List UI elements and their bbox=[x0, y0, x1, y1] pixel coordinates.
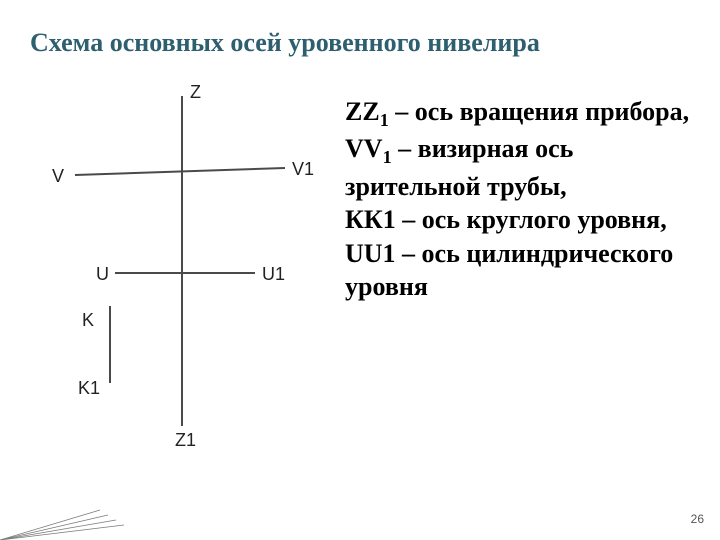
label-v1: V1 bbox=[292, 159, 314, 180]
desc-zz-sub: 1 bbox=[380, 110, 389, 130]
page-title: Схема основных осей уровенного нивелира bbox=[30, 28, 540, 58]
label-z1: Z1 bbox=[175, 430, 196, 451]
desc-zz-rest: – ось вращения прибора, bbox=[389, 97, 689, 126]
label-v: V bbox=[52, 166, 64, 187]
label-u: U bbox=[96, 264, 109, 285]
axes-diagram: Z Z1 V V1 U U1 K K1 bbox=[30, 78, 330, 458]
desc-vv-sym: VV bbox=[345, 134, 383, 163]
legend-text: ZZ1 – ось вращения прибора, VV1 – визирн… bbox=[345, 95, 700, 303]
line-vv1 bbox=[75, 168, 285, 175]
corner-decor bbox=[0, 480, 130, 540]
label-k: K bbox=[82, 310, 94, 331]
label-u1: U1 bbox=[262, 264, 285, 285]
desc-vv-sub: 1 bbox=[383, 148, 392, 168]
label-z: Z bbox=[190, 82, 201, 103]
desc-uu: UU1 – ось цилиндрического уровня bbox=[345, 239, 673, 301]
desc-zz-sym: ZZ bbox=[345, 97, 380, 126]
label-k1: K1 bbox=[78, 378, 100, 399]
desc-kk: КК1 – ось круглого уровня, bbox=[345, 205, 667, 234]
decor-lines-group bbox=[0, 510, 124, 540]
page-number: 26 bbox=[691, 512, 704, 526]
